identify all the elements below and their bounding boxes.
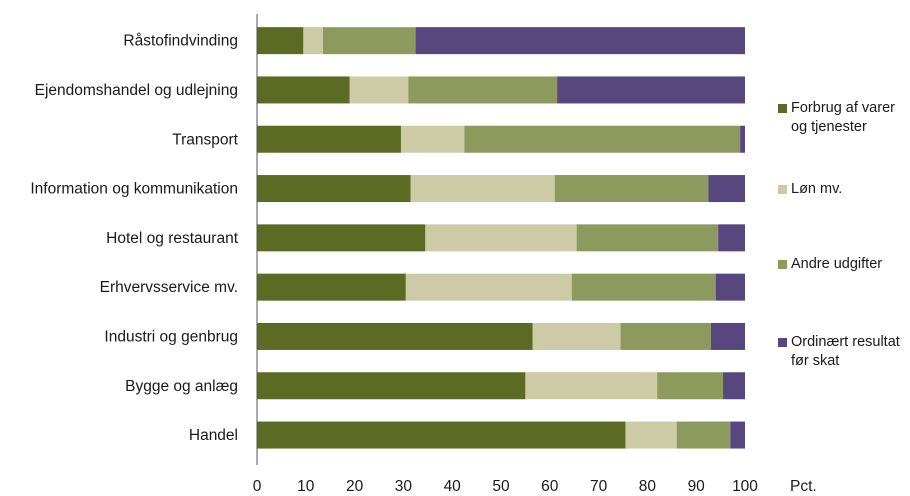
bar-handel-series-3 — [676, 421, 731, 449]
bar-erhvervsservice-mv-series-4 — [715, 273, 745, 301]
bar-ra-stofindvinding-series-2 — [303, 27, 323, 55]
category-label-bygge-og-anl-g: Bygge og anlæg — [125, 378, 238, 395]
x-tick-label-90: 90 — [688, 478, 706, 495]
legend-item-forbrug: Forbrug af varer og tjenester — [775, 99, 910, 137]
category-label-hotel-og-restaurant: Hotel og restaurant — [106, 230, 239, 247]
bar-industri-og-genbrug-series-3 — [620, 322, 711, 350]
legend-label-resultat: Ordinært resultat før skat — [791, 334, 900, 369]
category-label-ejendomshandel-og-udlejning: Ejendomshandel og udlejning — [35, 82, 238, 99]
legend-label-loen: Løn mv. — [791, 181, 843, 197]
x-tick-label-40: 40 — [444, 478, 462, 495]
legend-swatch-loen — [778, 185, 787, 194]
category-label-ra-stofindvinding: Råstofindvinding — [123, 33, 238, 50]
bar-ra-stofindvinding-series-1 — [257, 27, 304, 55]
legend: Forbrug af varer og tjenester Løn mv. An… — [775, 0, 910, 496]
category-label-transport: Transport — [172, 131, 238, 148]
legend-swatch-forbrug — [778, 104, 787, 113]
x-tick-label-50: 50 — [492, 478, 510, 495]
x-tick-label-70: 70 — [590, 478, 608, 495]
x-tick-label-0: 0 — [253, 478, 262, 495]
legend-label-forbrug: Forbrug af varer og tjenester — [791, 100, 895, 135]
bar-erhvervsservice-mv-series-1 — [257, 273, 406, 301]
legend-swatch-andre-udgifter — [778, 260, 787, 269]
x-tick-label-20: 20 — [346, 478, 364, 495]
bar-hotel-og-restaurant-series-2 — [425, 224, 577, 252]
bar-erhvervsservice-mv-series-3 — [571, 273, 716, 301]
x-tick-label-60: 60 — [541, 478, 559, 495]
bar-ejendomshandel-og-udlejning-series-1 — [257, 76, 350, 104]
category-label-information-og-kommunikation: Information og kommunikation — [30, 181, 238, 198]
x-tick-label-30: 30 — [395, 478, 413, 495]
bar-transport-series-4 — [740, 125, 745, 153]
x-tick-label-80: 80 — [639, 478, 657, 495]
legend-item-resultat: Ordinært resultat før skat — [775, 333, 910, 371]
x-tick-label-100: 100 — [732, 478, 758, 495]
x-axis-unit-label: Pct. — [790, 478, 817, 495]
bar-industri-og-genbrug-series-1 — [257, 322, 533, 350]
bar-information-og-kommunikation-series-1 — [257, 175, 411, 203]
bar-ejendomshandel-og-udlejning-series-3 — [408, 76, 558, 104]
bar-erhvervsservice-mv-series-2 — [405, 273, 572, 301]
bar-handel-series-4 — [730, 421, 745, 449]
legend-swatch-resultat — [778, 338, 787, 347]
category-labels: Råstofindvinding Ejendomshandel og udlejn… — [30, 33, 238, 444]
bar-handel-series-1 — [257, 421, 626, 449]
bar-transport-series-1 — [257, 125, 401, 153]
bar-ra-stofindvinding-series-3 — [322, 27, 416, 55]
bar-industri-og-genbrug-series-4 — [710, 322, 745, 350]
bar-transport-series-3 — [464, 125, 741, 153]
bar-bygge-og-anl-g-series-3 — [657, 372, 724, 400]
bar-transport-series-2 — [400, 125, 465, 153]
legend-label-andre-udgifter: Andre udgifter — [791, 256, 883, 272]
bar-industri-og-genbrug-series-2 — [532, 322, 621, 350]
category-label-industri-og-genbrug: Industri og genbrug — [104, 328, 238, 345]
bar-bygge-og-anl-g-series-2 — [525, 372, 658, 400]
legend-item-andre-udgifter: Andre udgifter — [775, 255, 910, 274]
bar-ra-stofindvinding-series-4 — [415, 27, 745, 55]
category-label-erhvervsservice-mv: Erhvervsservice mv. — [100, 279, 238, 296]
bar-hotel-og-restaurant-series-4 — [718, 224, 745, 252]
bar-hotel-og-restaurant-series-3 — [576, 224, 719, 252]
bar-hotel-og-restaurant-series-1 — [257, 224, 426, 252]
bar-ejendomshandel-og-udlejning-series-2 — [349, 76, 409, 104]
bar-bygge-og-anl-g-series-1 — [257, 372, 526, 400]
bar-information-og-kommunikation-series-2 — [410, 175, 555, 203]
bar-handel-series-2 — [625, 421, 677, 449]
legend-item-loen: Løn mv. — [775, 180, 910, 199]
bar-information-og-kommunikation-series-3 — [554, 175, 709, 203]
bars-group — [257, 27, 745, 449]
x-axis-ticks: 0 10 20 30 40 50 60 70 80 90 100 — [253, 478, 759, 495]
bar-ejendomshandel-og-udlejning-series-4 — [557, 76, 745, 104]
x-tick-label-10: 10 — [297, 478, 315, 495]
bar-bygge-og-anl-g-series-4 — [723, 372, 745, 400]
category-label-handel: Handel — [189, 427, 238, 444]
bar-information-og-kommunikation-series-4 — [708, 175, 745, 203]
